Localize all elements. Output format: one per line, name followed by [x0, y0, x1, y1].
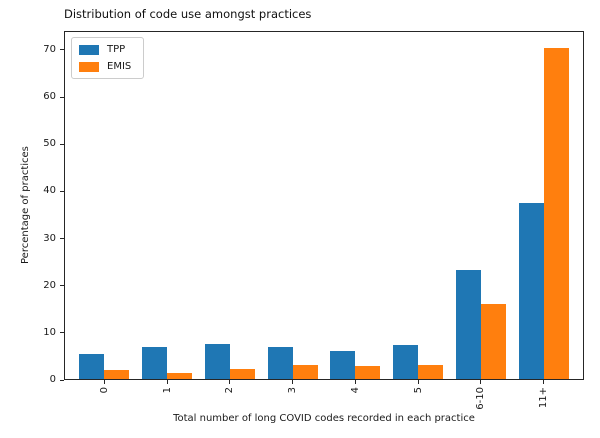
bar-group-11+ [512, 32, 575, 379]
bar-tpp-6-10 [455, 270, 481, 379]
x-tick-mark [229, 380, 231, 384]
x-tick-mark [417, 380, 419, 384]
y-tick-label: 50 [43, 138, 56, 150]
y-tick-mark [60, 143, 64, 145]
bar-group-5 [387, 32, 450, 379]
x-tick-mark [480, 380, 482, 384]
bar-emis-6-10 [480, 304, 506, 379]
y-tick-label: 10 [43, 326, 56, 338]
y-tick-mark [60, 379, 64, 381]
x-tick-mark [354, 380, 356, 384]
x-tick-mark [103, 380, 105, 384]
bar-group-3 [261, 32, 324, 379]
x-tick-label: 11+ [538, 387, 550, 409]
bar-emis-5 [418, 364, 444, 379]
bar-emis-4 [355, 365, 381, 379]
y-tick-label: 60 [43, 91, 56, 103]
x-tick-label: 4 [349, 387, 361, 394]
y-tick-label: 30 [43, 232, 56, 244]
bar-emis-11+ [543, 48, 569, 379]
bar-tpp-5 [393, 345, 419, 379]
x-tick-label: 5 [412, 387, 424, 394]
x-tick-label: 0 [98, 387, 110, 394]
y-tick-label: 20 [43, 279, 56, 291]
bar-group-0 [73, 32, 136, 379]
legend-swatch-emis [79, 61, 99, 72]
y-tick-mark [60, 332, 64, 334]
bar-emis-1 [167, 372, 193, 379]
legend-item-emis: EMIS [79, 61, 131, 72]
bar-group-4 [324, 32, 387, 379]
legend-item-tpp: TPP [79, 44, 131, 55]
y-tick-label: 0 [49, 374, 56, 385]
bar-group-2 [199, 32, 262, 379]
x-tick-label: 2 [224, 387, 236, 394]
legend-label-emis: EMIS [107, 61, 132, 72]
bar-group-1 [136, 32, 199, 379]
bar-tpp-4 [330, 350, 356, 379]
bar-tpp-0 [79, 353, 105, 379]
x-tick-label: 3 [287, 387, 299, 394]
legend-swatch-tpp [79, 44, 99, 55]
plot-area: TPP EMIS [64, 31, 584, 380]
x-tick-mark [543, 380, 545, 384]
x-axis-label: Total number of long COVID codes recorde… [173, 413, 475, 424]
chart-title: Distribution of code use amongst practic… [64, 7, 312, 21]
y-tick-mark [60, 49, 64, 51]
x-tick-label: 1 [161, 387, 173, 394]
y-tick-label: 40 [43, 185, 56, 197]
y-tick-mark [60, 238, 64, 239]
y-tick-mark [60, 285, 64, 287]
bar-group-6-10 [450, 32, 513, 379]
bar-tpp-2 [204, 343, 230, 379]
bar-tpp-3 [267, 346, 293, 379]
bar-emis-0 [104, 369, 130, 379]
bar-tpp-11+ [518, 203, 544, 379]
y-tick-mark [60, 190, 64, 192]
bar-emis-3 [292, 365, 318, 379]
x-tick-mark [292, 380, 294, 384]
bar-tpp-1 [142, 346, 168, 379]
bar-emis-2 [229, 369, 255, 379]
legend: TPP EMIS [71, 37, 145, 79]
legend-label-tpp: TPP [107, 44, 126, 55]
y-tick-mark [60, 96, 64, 98]
y-tick-label: 70 [43, 43, 56, 55]
bars-container [65, 32, 583, 379]
x-tick-label: 6-10 [475, 387, 487, 410]
x-tick-mark [166, 380, 168, 384]
